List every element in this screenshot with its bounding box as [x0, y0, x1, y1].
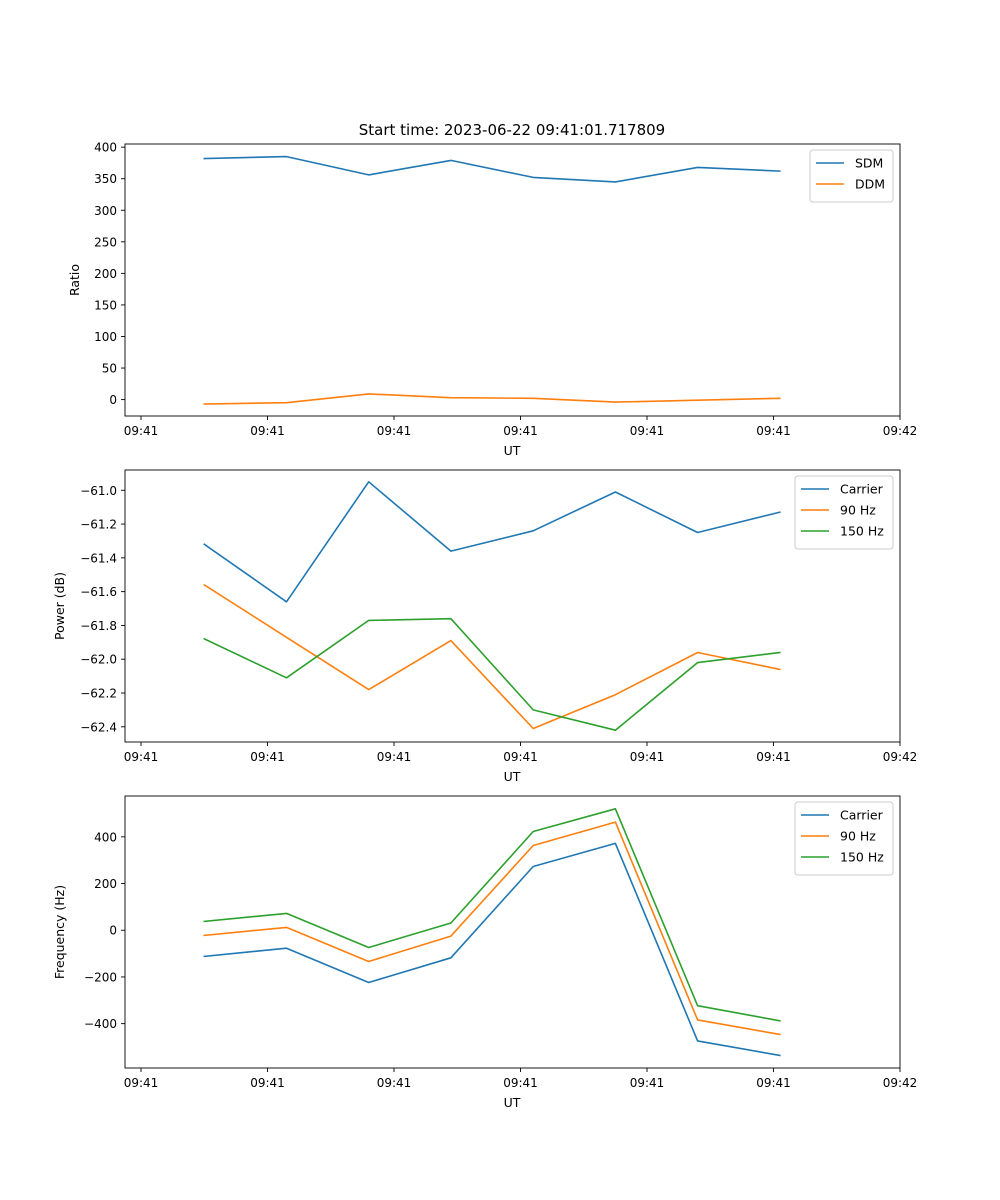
y-tick-label: 50	[102, 362, 117, 376]
y-tick-label: 200	[94, 267, 117, 281]
legend-label: 90 Hz	[840, 829, 876, 844]
y-tick-label: 100	[94, 330, 117, 344]
legend-label: 90 Hz	[840, 503, 876, 518]
y-tick-label: −61.6	[80, 585, 117, 599]
x-tick-label: 09:41	[250, 750, 285, 764]
series-line-90-hz	[203, 821, 781, 1036]
legend-label: 150 Hz	[840, 850, 884, 865]
x-tick-label: 09:41	[756, 750, 791, 764]
x-tick-label: 09:41	[503, 424, 538, 438]
x-axis-label: UT	[504, 1095, 521, 1110]
legend: Carrier 90 Hz 150 Hz	[794, 801, 894, 876]
x-tick-label: 09:41	[503, 1076, 538, 1090]
x-axis-label: UT	[504, 443, 521, 458]
legend-label: 150 Hz	[840, 524, 884, 539]
x-tick-label: 09:41	[124, 1076, 159, 1090]
x-tick-label: 09:41	[124, 424, 159, 438]
x-tick-label: 09:41	[377, 750, 412, 764]
y-tick-label: 350	[94, 172, 117, 186]
x-tick-label: 09:41	[756, 424, 791, 438]
legend-label: Carrier	[840, 482, 884, 497]
x-tick-label: 09:42	[883, 750, 918, 764]
series-line-carrier	[203, 842, 781, 1057]
subplot-3: 09:41 09:41 09:41 09:41 09:41 09:41 09:42 −400 −…	[52, 795, 918, 1110]
y-tick-label: 400	[94, 830, 117, 844]
subplot-2: 09:41 09:41 09:41 09:41 09:41 09:41 09:42 −62.4…	[52, 469, 918, 784]
legend-label: SDM	[855, 156, 883, 171]
x-tick-label: 09:42	[883, 424, 918, 438]
x-tick-label: 09:41	[124, 750, 159, 764]
axes-frame	[124, 795, 901, 1069]
y-tick-label: −62.2	[80, 687, 117, 701]
series-line-150-hz	[203, 807, 781, 1022]
y-tick-label: −400	[84, 1017, 117, 1031]
y-tick-label: 150	[94, 298, 117, 312]
x-tick-label: 09:41	[630, 1076, 665, 1090]
x-tick-label: 09:41	[630, 750, 665, 764]
y-tick-label: 0	[109, 924, 117, 938]
legend-label: DDM	[855, 177, 885, 192]
y-axis-label: Frequency (Hz)	[52, 885, 67, 979]
x-tick-label: 09:41	[756, 1076, 791, 1090]
x-tick-label: 09:42	[883, 1076, 918, 1090]
y-tick-label: 200	[94, 877, 117, 891]
series-line-150-hz	[203, 617, 781, 732]
axes-frame	[124, 143, 901, 417]
y-tick-label: 0	[109, 393, 117, 407]
subplot-1: 09:41 09:41 09:41 09:41 09:41 09:41 09:42 0 50 10…	[67, 141, 917, 458]
y-tick-label: 400	[94, 141, 117, 155]
y-tick-label: −61.8	[80, 619, 117, 633]
y-tick-label: 250	[94, 235, 117, 249]
series-line-carrier	[203, 480, 781, 603]
y-tick-label: −61.4	[80, 551, 117, 565]
y-tick-label: −61.2	[80, 518, 117, 532]
y-axis-label: Ratio	[67, 264, 82, 296]
x-tick-label: 09:41	[250, 1076, 285, 1090]
legend: Carrier 90 Hz 150 Hz	[794, 475, 894, 550]
legend: SDM DDM	[809, 149, 894, 203]
series-line-ddm	[203, 393, 781, 405]
x-tick-label: 09:41	[630, 424, 665, 438]
figure-title: Start time: 2023-06-22 09:41:01.717809	[359, 121, 665, 139]
y-tick-label: 300	[94, 204, 117, 218]
series-line-sdm	[203, 155, 781, 183]
x-tick-label: 09:41	[377, 424, 412, 438]
y-tick-label: −61.0	[80, 484, 117, 498]
axes-frame	[124, 469, 901, 743]
y-tick-label: −200	[84, 970, 117, 984]
series-line-90-hz	[203, 583, 781, 730]
x-tick-label: 09:41	[503, 750, 538, 764]
y-axis-label: Power (dB)	[52, 572, 67, 640]
legend-label: Carrier	[840, 808, 884, 823]
x-tick-label: 09:41	[377, 1076, 412, 1090]
y-tick-label: −62.4	[80, 720, 117, 734]
x-tick-label: 09:41	[250, 424, 285, 438]
y-tick-label: −62.0	[80, 653, 117, 667]
x-axis-label: UT	[504, 769, 521, 784]
